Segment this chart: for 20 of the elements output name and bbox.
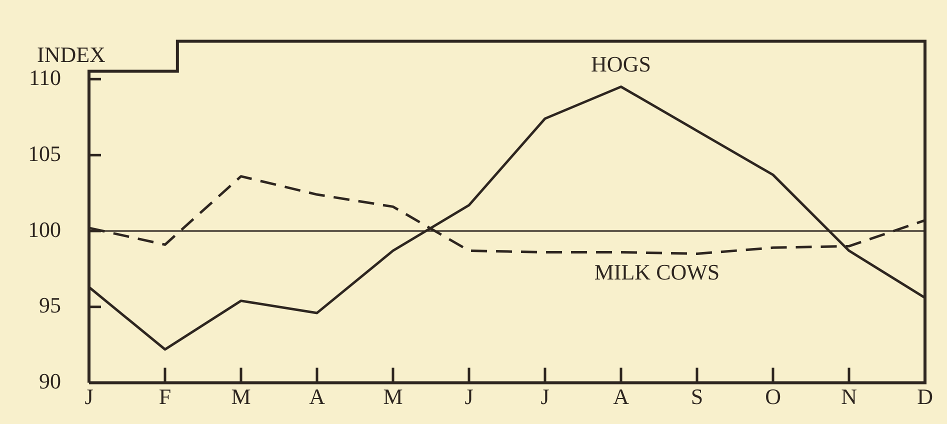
y-axis-title: INDEX (37, 42, 106, 67)
x-tick-label: A (309, 384, 326, 409)
x-tick-label: S (690, 384, 704, 409)
y-tick-label: 95 (39, 292, 61, 318)
x-tick-label: A (613, 384, 630, 409)
y-tick-label: 100 (28, 216, 61, 242)
y-tick-label: 105 (28, 140, 61, 166)
x-tick-label: J (464, 384, 474, 409)
x-tick-label: D (917, 384, 933, 409)
x-tick-label: M (231, 384, 251, 409)
series-label: HOGS (591, 52, 651, 77)
x-tick-label: F (158, 384, 172, 409)
y-tick-label: 90 (39, 368, 61, 394)
x-tick-label: O (765, 384, 781, 409)
x-tick-label: N (841, 384, 858, 409)
x-tick-label: M (383, 384, 403, 409)
y-tick-label: 110 (28, 64, 61, 90)
series-label: MILK COWS (594, 260, 720, 285)
x-tick-label: J (84, 384, 94, 409)
x-tick-label: J (540, 384, 550, 409)
